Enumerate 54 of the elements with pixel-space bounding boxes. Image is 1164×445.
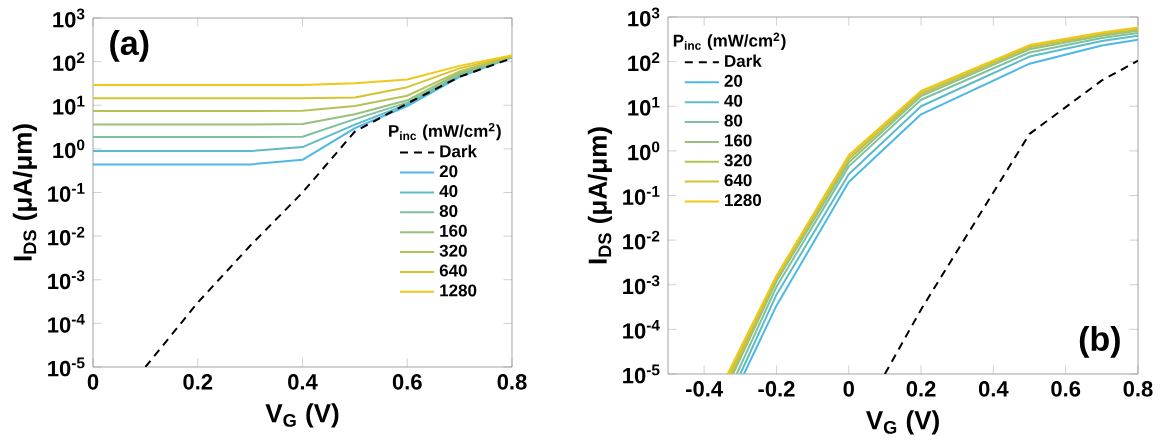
x-tick-label: 0.2: [906, 381, 936, 397]
x-tick-label: 0.4: [288, 374, 318, 390]
y-tick-label: 10$^{2}$: [53, 52, 85, 72]
x-tick-label: 0.2: [183, 374, 213, 390]
legend-label: 320: [439, 244, 467, 257]
y-tick-label: 10$^{0}$: [628, 141, 660, 161]
x-tick-label: 0.4: [978, 381, 1009, 397]
y-tick-label: 10$^{3}$: [628, 7, 660, 27]
y-tick-label: 10$^{-5}$: [623, 364, 660, 384]
y-tick-label: 10$^{-4}$: [48, 313, 85, 333]
legend-label: 160: [725, 134, 752, 147]
y-axis-title: I$_{DS}$ (μA/μm): [587, 127, 613, 264]
x-tick-label: 0: [87, 374, 99, 390]
y-tick-label: 10$^{2}$: [628, 52, 660, 72]
legend-label: Dark: [440, 144, 477, 158]
legend-label: 640: [439, 264, 467, 277]
x-tick-label: 0.8: [497, 374, 527, 390]
y-tick-label: 10$^{-5}$: [48, 357, 85, 377]
y-tick-label: 10$^{-3}$: [623, 275, 660, 295]
legend-label: 640: [724, 174, 752, 187]
x-tick-label: 0.8: [1123, 381, 1153, 397]
y-tick-label: 10$^{1}$: [628, 96, 660, 116]
x-tick-label: 0.6: [1051, 381, 1081, 397]
y-tick-label: 10$^{-1}$: [623, 186, 660, 205]
legend-label: 20: [439, 165, 458, 178]
y-tick-label: 10$^{-1}$: [48, 183, 85, 202]
legend-label: 40: [439, 185, 458, 198]
y-tick-label: 10$^{-4}$: [623, 319, 660, 339]
y-tick-label: 10$^{-3}$: [48, 270, 85, 290]
legend-label: 160: [440, 224, 467, 237]
x-tick-label: 0: [843, 381, 854, 397]
y-tick-label: 10$^{3}$: [53, 8, 85, 28]
y-axis-title: I$_{DS}$ (μA/μm): [12, 124, 38, 261]
x-tick-label: 0.6: [392, 374, 422, 390]
y-tick-label: 10$^{-2}$: [623, 230, 660, 250]
x-tick-label: -0.4: [686, 381, 723, 397]
y-tick-label: 10$^{-2}$: [48, 226, 85, 246]
annotation: (a): [110, 30, 149, 62]
x-tick-label: -0.2: [758, 381, 795, 397]
legend-label: 80: [439, 204, 458, 217]
legend-label: Dark: [725, 54, 762, 67]
x-axis-title: V$_{G}$ (V): [265, 403, 339, 428]
legend-label: 80: [724, 114, 743, 127]
legend-label: 1280: [440, 284, 477, 297]
legend-label: 320: [724, 154, 752, 167]
annotation: (b): [1079, 326, 1120, 358]
x-axis-title: V$_{G}$ (V): [865, 410, 939, 435]
y-tick-label: 10$^{0}$: [53, 139, 85, 159]
legend-label: 20: [724, 74, 743, 87]
y-tick-label: 10$^{1}$: [53, 95, 85, 115]
legend-title: P$_{inc}$ (mW/cm$^{2}$): [673, 32, 786, 51]
legend-label: 1280: [725, 194, 762, 207]
legend-title: P$_{inc}$ (mW/cm$^{2}$): [389, 122, 501, 141]
legend-label: 40: [724, 94, 743, 107]
